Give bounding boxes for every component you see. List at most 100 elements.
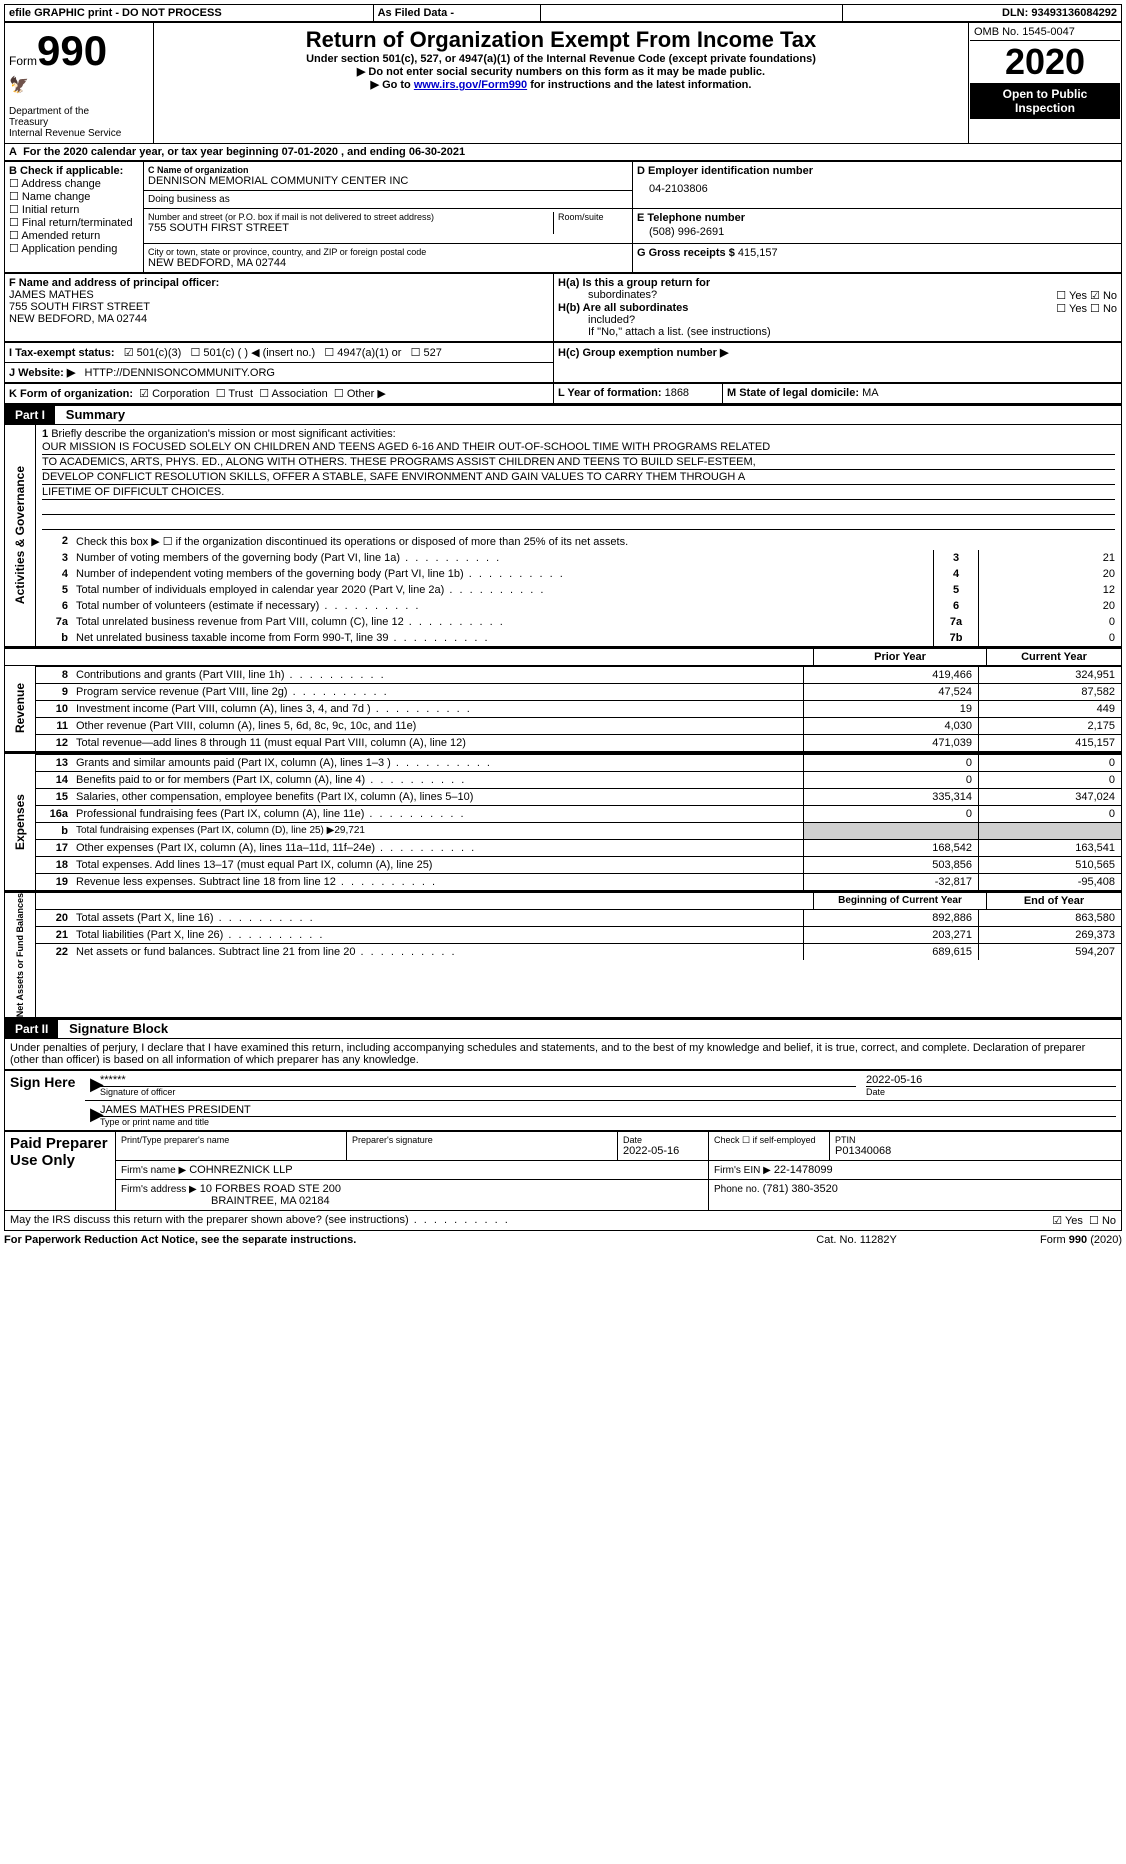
form-word: Form: [9, 54, 37, 68]
net-l20: Total assets (Part X, line 16): [72, 910, 803, 926]
chk-corp[interactable]: Corporation: [139, 388, 209, 400]
rev-c11: 2,175: [979, 718, 1121, 734]
cat-no: Cat. No. 11282Y: [769, 1231, 944, 1249]
subtitle-2: Do not enter social security numbers on …: [162, 65, 960, 78]
omb-number: OMB No. 1545-0047: [970, 24, 1120, 41]
form-header: Form990 🦅 Department of the Treasury Int…: [4, 22, 1122, 144]
rev-p11: 4,030: [803, 718, 979, 734]
exp-l14: Benefits paid to or for members (Part IX…: [72, 772, 803, 788]
chk-amended-return[interactable]: Amended return: [9, 229, 139, 242]
exp-c14: 0: [979, 772, 1121, 788]
exp-l16b-pre: Total fundraising expenses (Part IX, col…: [76, 825, 334, 836]
exp-p17: 168,542: [803, 840, 979, 856]
officer-block: F Name and address of principal officer:…: [4, 273, 1122, 342]
rev-p8: 419,466: [803, 667, 979, 683]
dept-line1: Department of the: [9, 106, 89, 117]
rev-c10: 449: [979, 701, 1121, 717]
gov-l6: Total number of volunteers (estimate if …: [72, 598, 933, 614]
rev-c9: 87,582: [979, 684, 1121, 700]
net-c22: 594,207: [979, 944, 1121, 960]
net-p22: 689,615: [803, 944, 979, 960]
side-expenses: Expenses: [13, 794, 27, 850]
street-label: Number and street (or P.O. box if mail i…: [148, 212, 553, 222]
chk-name-change[interactable]: Name change: [9, 190, 139, 203]
hc-label: H(c) Group exemption number ▶: [558, 346, 1117, 359]
discuss-yes[interactable]: Yes: [1052, 1215, 1083, 1227]
chk-final-return[interactable]: Final return/terminated: [9, 216, 139, 229]
chk-application-pending[interactable]: Application pending: [9, 242, 139, 255]
hb-no[interactable]: No: [1090, 303, 1117, 315]
firm-name-label: Firm's name ▶: [121, 1165, 186, 1176]
prep-check-label[interactable]: Check ☐ if self-employed: [714, 1135, 824, 1146]
chk-527[interactable]: 527: [411, 347, 442, 359]
net-l21: Total liabilities (Part X, line 26): [72, 927, 803, 943]
gov-v6: 20: [979, 598, 1121, 614]
firm-addr2: BRAINTREE, MA 02184: [121, 1195, 330, 1207]
status-block: I Tax-exempt status: 501(c)(3) 501(c) ( …: [4, 342, 1122, 383]
exp-c18: 510,565: [979, 857, 1121, 873]
gov-l7b: Net unrelated business taxable income fr…: [72, 630, 933, 646]
chk-address-change[interactable]: Address change: [9, 177, 139, 190]
chk-assoc[interactable]: Association: [259, 388, 328, 400]
irs-link[interactable]: www.irs.gov/Form990: [414, 79, 527, 91]
chk-trust[interactable]: Trust: [216, 388, 253, 400]
side-netassets: Net Assets or Fund Balances: [15, 893, 25, 1017]
chk-other[interactable]: Other ▶: [334, 388, 386, 400]
state-domicile: MA: [862, 387, 879, 399]
gov-v5: 12: [979, 582, 1121, 598]
mission-q: Briefly describe the organization's miss…: [51, 428, 395, 440]
prep-date: 2022-05-16: [623, 1145, 703, 1157]
hb-yes[interactable]: Yes: [1056, 303, 1087, 315]
hb-note: If "No," attach a list. (see instruction…: [558, 326, 1117, 338]
net-l22: Net assets or fund balances. Subtract li…: [72, 944, 803, 960]
chk-501c3[interactable]: 501(c)(3): [124, 347, 182, 359]
chk-initial-return[interactable]: Initial return: [9, 203, 139, 216]
chk-4947[interactable]: 4947(a)(1) or: [324, 347, 401, 359]
c-name-label: C Name of organization: [148, 165, 628, 175]
row-a-text: For the 2020 calendar year, or tax year …: [23, 146, 465, 158]
penalty-statement: Under penalties of perjury, I declare th…: [4, 1039, 1122, 1070]
typed-name: JAMES MATHES PRESIDENT: [100, 1104, 1116, 1117]
firm-name: COHNREZNICK LLP: [189, 1164, 292, 1176]
street-value: 755 SOUTH FIRST STREET: [148, 222, 553, 234]
rev-c8: 324,951: [979, 667, 1121, 683]
phone-value: (508) 996-2691: [637, 224, 1117, 240]
subtitle-3-pre: Go to: [371, 79, 414, 91]
prep-sig-label: Preparer's signature: [352, 1135, 612, 1145]
room-label: Room/suite: [558, 212, 628, 222]
officer-name: JAMES MATHES: [9, 289, 549, 301]
mission-l1: OUR MISSION IS FOCUSED SOLELY ON CHILDRE…: [42, 440, 1115, 455]
sign-block: Sign Here ▶ ****** Signature of officer …: [4, 1070, 1122, 1131]
ha-no[interactable]: No: [1090, 290, 1117, 302]
dept-line3: Internal Revenue Service: [9, 128, 121, 139]
city-label: City or town, state or province, country…: [148, 247, 628, 257]
gov-l7a: Total unrelated business revenue from Pa…: [72, 614, 933, 630]
ha-sub: subordinates?: [558, 289, 657, 302]
open-public-2: Inspection: [1015, 101, 1075, 115]
g-label: G Gross receipts $: [637, 247, 735, 259]
chk-501c[interactable]: 501(c) ( ): [190, 347, 248, 359]
part-i-num: Part I: [5, 406, 55, 424]
firm-addr-label: Firm's address ▶: [121, 1184, 197, 1195]
exp-l17: Other expenses (Part IX, column (A), lin…: [72, 840, 803, 856]
discuss-question: May the IRS discuss this return with the…: [10, 1214, 1052, 1227]
firm-ein: 22-1478099: [774, 1164, 833, 1176]
entity-block: B Check if applicable: Address change Na…: [4, 161, 1122, 273]
sign-here-label: Sign Here: [10, 1074, 80, 1090]
exp-l13: Grants and similar amounts paid (Part IX…: [72, 755, 803, 771]
part-ii-num: Part II: [5, 1020, 58, 1038]
hb-sub: included?: [558, 314, 635, 326]
form-number: 990: [37, 27, 107, 74]
gov-l4: Number of independent voting members of …: [72, 566, 933, 582]
asfiled-label: As Filed Data -: [378, 7, 454, 19]
col-end: End of Year: [987, 893, 1121, 909]
discuss-no[interactable]: No: [1089, 1215, 1116, 1227]
gov-l2: Check this box ▶ ☐ if the organization d…: [72, 533, 1121, 550]
exp-p18: 503,856: [803, 857, 979, 873]
k-label: K Form of organization:: [9, 388, 133, 400]
dept-line2: Treasury: [9, 117, 48, 128]
mission-l2: TO ACADEMICS, ARTS, PHYS. ED., ALONG WIT…: [42, 455, 1115, 470]
hb-label: H(b) Are all subordinates: [558, 302, 688, 314]
ha-yes[interactable]: Yes: [1056, 290, 1087, 302]
col-prior-year: Prior Year: [813, 649, 987, 665]
